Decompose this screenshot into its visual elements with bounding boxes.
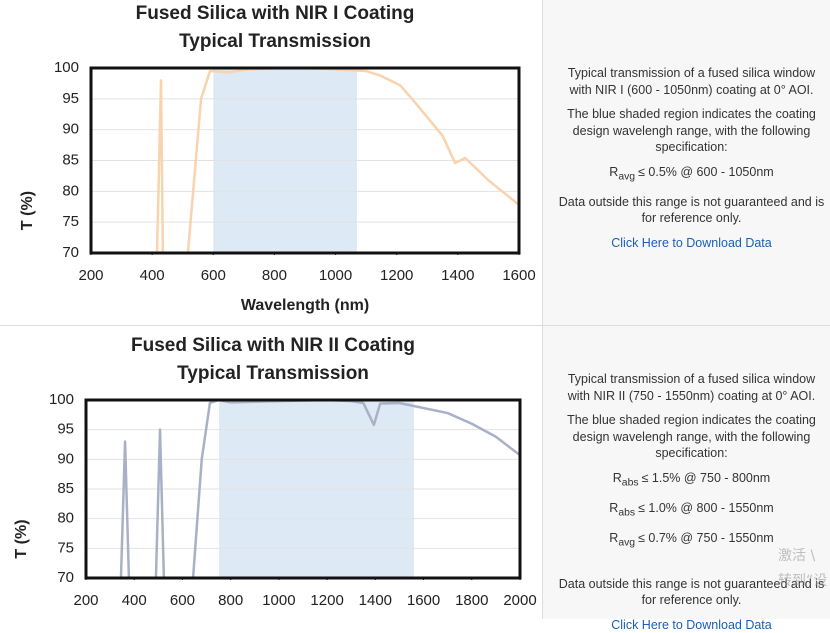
x-tick-label: 400 xyxy=(140,267,165,284)
spec-sub: abs xyxy=(622,477,639,488)
chart-subtitle: Typical Transmission xyxy=(177,363,369,384)
y-tick-label: 80 xyxy=(62,182,79,199)
x-tick-label: 200 xyxy=(78,267,103,284)
x-tick-label: 1600 xyxy=(502,267,535,284)
x-tick-label: 1400 xyxy=(359,592,392,609)
x-tick-label: 600 xyxy=(170,592,195,609)
x-tick-label: 2000 xyxy=(503,592,536,609)
chart-title: Fused Silica with NIR II Coating xyxy=(131,335,415,356)
y-tick-label: 70 xyxy=(57,569,74,586)
paragraph: Typical transmission of a fused silica w… xyxy=(555,371,828,404)
chart: Fused Silica with NIR I Coating Typical T… xyxy=(0,0,542,325)
x-tick-label: 1000 xyxy=(262,592,295,609)
y-tick-label: 100 xyxy=(49,391,74,408)
page: {"chart_data": [ {"type": "line", "title… xyxy=(0,0,830,619)
x-tick-label: 800 xyxy=(262,267,287,284)
x-tick-label: 400 xyxy=(122,592,147,609)
x-tick-label: 1000 xyxy=(319,267,352,284)
paragraph: Typical transmission of a fused silica w… xyxy=(555,65,828,98)
spec: Rabs≤ 1.0% @ 800 - 1550nm xyxy=(555,500,828,522)
spec-symbol: R xyxy=(609,165,618,179)
chart-cell: Fused Silica with NIR II Coating Typical … xyxy=(0,326,543,619)
chart-title: Fused Silica with NIR I Coating xyxy=(136,3,415,24)
spec-sub: abs xyxy=(618,507,635,518)
spec-sub: avg xyxy=(618,171,635,182)
spec-symbol: R xyxy=(613,471,622,485)
y-tick-label: 75 xyxy=(62,213,79,230)
y-tick-label: 100 xyxy=(54,59,79,76)
y-tick-label: 85 xyxy=(62,151,79,168)
chart-cell: Fused Silica with NIR I Coating Typical T… xyxy=(0,0,543,326)
y-tick-label: 85 xyxy=(57,480,74,497)
x-tick-label: 1400 xyxy=(441,267,474,284)
note: Data outside this range is not guarantee… xyxy=(555,194,828,227)
watermark: 转到“设 xyxy=(778,570,827,590)
y-axis-label: T (%) xyxy=(19,191,36,230)
x-tick-label: 800 xyxy=(218,592,243,609)
download-link[interactable]: Click Here to Download Data xyxy=(611,235,772,252)
y-tick-label: 75 xyxy=(57,539,74,556)
y-tick-label: 80 xyxy=(57,510,74,527)
spec-symbol: R xyxy=(609,501,618,515)
y-axis-label: T (%) xyxy=(13,519,30,558)
y-tick-label: 95 xyxy=(62,90,79,107)
info-panel: Typical transmission of a fused silica w… xyxy=(543,0,830,326)
spec: Rabs≤ 1.5% @ 750 - 800nm xyxy=(555,470,828,492)
spec-text: ≤ 0.5% @ 600 - 1050nm xyxy=(638,165,774,179)
x-tick-label: 200 xyxy=(73,592,98,609)
spec-text: ≤ 1.0% @ 800 - 1550nm xyxy=(638,501,774,515)
paragraph: The blue shaded region indicates the coa… xyxy=(555,412,828,462)
watermark: 激活 \ xyxy=(778,545,815,565)
x-tick-label: 1800 xyxy=(455,592,488,609)
x-tick-label: 1200 xyxy=(380,267,413,284)
x-axis-label: Wavelength (nm) xyxy=(241,297,369,314)
x-tick-label: 600 xyxy=(201,267,226,284)
y-tick-label: 70 xyxy=(62,244,79,261)
chart-subtitle: Typical Transmission xyxy=(179,31,371,52)
y-tick-label: 90 xyxy=(62,121,79,138)
spec: Ravg≤ 0.5% @ 600 - 1050nm xyxy=(555,164,828,186)
paragraph: The blue shaded region indicates the coa… xyxy=(555,106,828,156)
spec-sub: avg xyxy=(618,537,635,548)
spec-text: ≤ 0.7% @ 750 - 1550nm xyxy=(638,531,774,545)
spec-symbol: R xyxy=(609,531,618,545)
spec-text: ≤ 1.5% @ 750 - 800nm xyxy=(642,471,771,485)
chart: Fused Silica with NIR II Coating Typical … xyxy=(0,326,542,619)
y-tick-label: 95 xyxy=(57,421,74,438)
x-tick-label: 1200 xyxy=(310,592,343,609)
y-tick-label: 90 xyxy=(57,450,74,467)
x-tick-label: 1600 xyxy=(407,592,440,609)
